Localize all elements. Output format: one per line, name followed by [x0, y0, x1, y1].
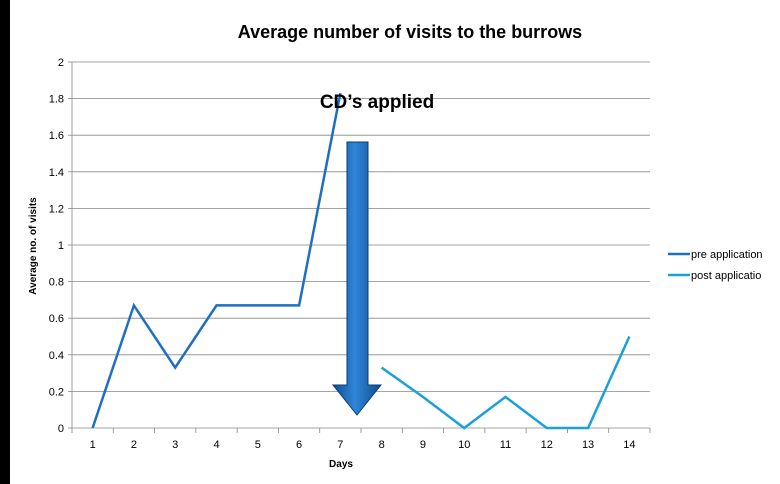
y-axis-label: Average no. of visits	[28, 197, 39, 295]
series-line-2	[380, 335, 631, 430]
x-tick-label: 7	[337, 439, 343, 451]
x-tick-label: 4	[213, 439, 219, 451]
annotation: CD’s applied	[320, 92, 434, 416]
y-tick-label: 1.8	[49, 94, 64, 106]
x-tick-label: 1	[90, 439, 96, 451]
y-tick-label: 1.6	[49, 130, 64, 142]
annotation-label: CD’s applied	[320, 92, 434, 113]
axes: 00.20.40.60.811.21.41.61.821 2 3 4 5 6 7 8 9 10 11…	[49, 57, 651, 451]
series-line-1	[91, 92, 342, 429]
x-tick-label: 3	[172, 439, 178, 451]
x-tick-label: 2	[131, 439, 137, 451]
chart-title: Average number of visits to the burrows	[238, 22, 582, 42]
x-tick-label: 5	[255, 439, 261, 451]
x-tick-label: 14	[623, 439, 635, 451]
x-tick-label: 6	[296, 439, 302, 451]
x-axis-label: Days	[329, 459, 353, 470]
x-tick-label: 10	[458, 439, 470, 451]
legend-label: pre application	[691, 249, 763, 261]
x-tick-label: 11	[500, 439, 511, 451]
x-tick-label: 8	[379, 439, 385, 451]
down-arrow-icon	[331, 141, 383, 416]
y-tick-label: 1.4	[49, 167, 64, 179]
x-tick-label: 9	[420, 439, 426, 451]
y-tick-label: 2	[58, 57, 64, 69]
y-tick-label: 0.2	[49, 386, 64, 398]
y-tick-label: 1.2	[49, 203, 64, 215]
line-chart: Average number of visits to the burrows …	[28, 22, 763, 470]
y-tick-label: 0.4	[49, 350, 64, 362]
y-tick-label: 0.8	[49, 277, 64, 289]
x-tick-label: 12	[541, 439, 553, 451]
legend: pre application post applicatio	[668, 249, 763, 282]
y-tick-label: 0	[58, 423, 64, 435]
y-tick-label: 0.6	[49, 313, 64, 325]
legend-label: post applicatio	[691, 270, 761, 282]
series-lines	[91, 92, 631, 430]
chart-panel: Average number of visits to the burrows …	[10, 0, 780, 484]
y-tick-label: 1	[58, 240, 64, 252]
x-tick-label: 13	[582, 439, 594, 451]
